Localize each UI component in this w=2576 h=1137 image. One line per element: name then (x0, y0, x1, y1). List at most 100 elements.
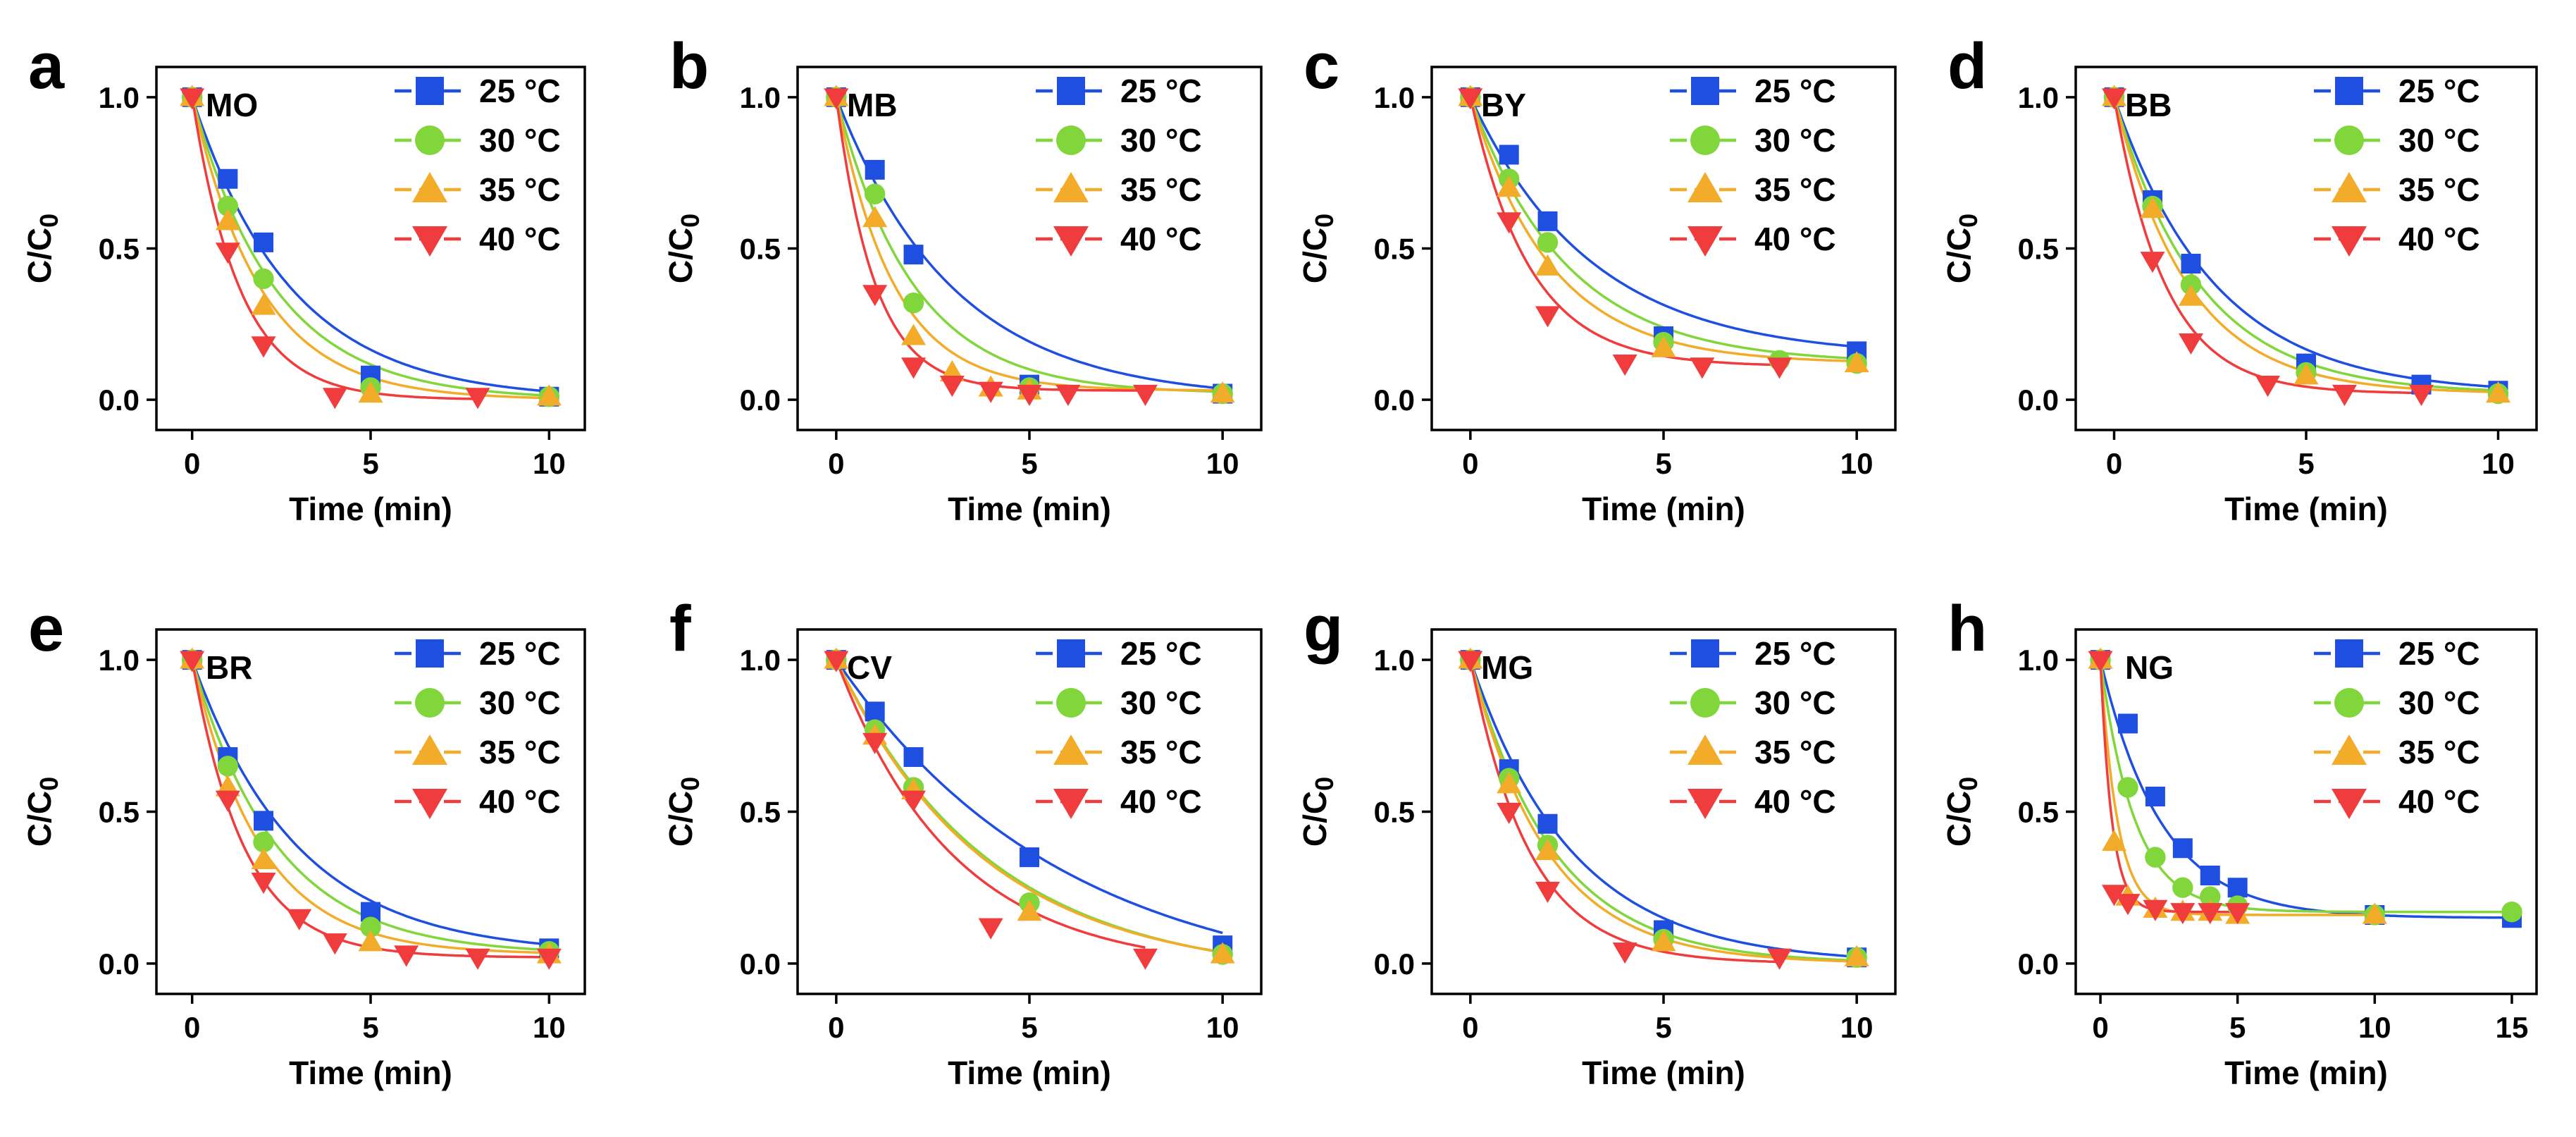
data-point (1499, 145, 1519, 165)
data-point (465, 388, 490, 410)
data-point (1458, 651, 1483, 672)
fit-line-25 (191, 97, 550, 393)
legend-label: 40 °C (2398, 783, 2480, 820)
legend-marker (1688, 226, 1723, 257)
legend-label: 35 °C (2398, 171, 2480, 208)
data-point (2115, 894, 2141, 916)
data-point (322, 933, 347, 955)
data-point (1497, 802, 1522, 824)
y-tick-label: 0.5 (1374, 796, 1415, 829)
legend-label: 25 °C (479, 635, 561, 672)
fit-line-40 (1469, 659, 1780, 964)
y-tick-label: 0.0 (99, 383, 140, 417)
dye-label: NG (2125, 649, 2174, 686)
x-axis-title: Time (min) (948, 491, 1111, 527)
y-tick-label: 0.5 (740, 233, 781, 266)
y-tick-label: 0.0 (2018, 947, 2059, 981)
data-point (2501, 901, 2522, 923)
data-point (824, 88, 849, 110)
data-point (2179, 284, 2203, 306)
panel-h: 0 5 10 15 0.0 0.5 1.0 Time (min) C/C0 h NG 25 °C 30 … (1940, 593, 2538, 1091)
data-point (251, 847, 276, 870)
data-point (1497, 772, 1522, 794)
data-point (903, 245, 924, 265)
dye-label: BR (206, 649, 252, 686)
data-point (536, 384, 562, 406)
data-point (358, 930, 383, 952)
legend: 25 °C 30 °C 35 °C 40 °C (395, 635, 561, 820)
legend-label: 40 °C (1754, 221, 1836, 257)
x-tick-label: 0 (184, 447, 200, 480)
fit-line-30 (2099, 659, 2512, 914)
legend-marker (1688, 735, 1723, 765)
legend-label: 30 °C (479, 122, 561, 159)
y-tick-label: 0.0 (1374, 947, 1415, 981)
data-point (253, 268, 274, 290)
y-axis-title: C/C0 (1296, 214, 1339, 283)
data-point (1210, 942, 1235, 964)
data-point (1535, 306, 1560, 328)
y-tick-label: 0.5 (99, 796, 140, 829)
y-axis-title: C/C0 (21, 777, 63, 847)
data-point (1537, 813, 1558, 834)
data-point (865, 159, 885, 180)
data-point (2362, 902, 2387, 924)
panel-letter: c (1304, 30, 1339, 102)
legend-label: 35 °C (1120, 734, 1202, 770)
data-point (180, 651, 205, 672)
fit-line-40 (190, 97, 478, 400)
data-point (1844, 945, 1869, 966)
legend-marker (2332, 789, 2367, 819)
y-axis-title: C/C0 (21, 214, 63, 283)
data-point (215, 790, 240, 812)
fit-line-35 (835, 659, 1223, 954)
data-point (978, 381, 1003, 403)
x-axis-title: Time (min) (289, 1055, 452, 1091)
y-axis-title: C/C0 (1940, 214, 1983, 283)
legend-marker (416, 77, 444, 105)
data-point (2117, 713, 2138, 734)
data-point (394, 945, 419, 967)
data-point (215, 242, 240, 264)
data-point (2140, 197, 2165, 219)
legend-marker (415, 688, 445, 718)
x-tick-label: 0 (184, 1011, 200, 1044)
data-point (901, 324, 926, 345)
x-tick-label: 0 (2106, 447, 2122, 480)
legend-marker (1691, 77, 1719, 105)
data-point (2102, 885, 2126, 906)
y-axis-title: C/C0 (662, 777, 705, 847)
legend-marker (1053, 226, 1089, 257)
data-point (2409, 384, 2434, 406)
legend-label: 25 °C (1120, 73, 1202, 109)
data-point (251, 872, 276, 895)
x-tick-label: 5 (1021, 447, 1037, 480)
legend-label: 40 °C (1120, 783, 1202, 820)
legend-label: 30 °C (1120, 122, 1202, 159)
data-point (1537, 232, 1559, 253)
series-35 (180, 85, 562, 406)
data-point (358, 381, 383, 403)
legend-marker (1688, 172, 1723, 202)
legend-marker (1053, 735, 1089, 765)
series-40 (824, 88, 1158, 406)
y-tick-label: 0.0 (2018, 383, 2059, 417)
y-tick-label: 0.5 (1374, 233, 1415, 266)
data-point (253, 831, 274, 853)
legend: 25 °C 30 °C 35 °C 40 °C (2314, 73, 2480, 257)
y-tick-label: 1.0 (1374, 644, 1415, 677)
data-point (1690, 357, 1715, 379)
data-point (2172, 877, 2193, 898)
legend-label: 35 °C (1754, 171, 1836, 208)
data-point (2117, 777, 2138, 798)
series-35 (1458, 647, 1869, 966)
fit-line-25 (191, 659, 550, 946)
panel-c: 0 5 10 0.0 0.5 1.0 Time (min) C/C0 c BY 25 °C 30 °C… (1296, 30, 1897, 527)
legend-marker (1688, 789, 1723, 819)
dye-label: MG (1481, 649, 1533, 686)
panel-e: 0 5 10 0.0 0.5 1.0 Time (min) C/C0 e BR 25 °C 30 °C… (21, 593, 586, 1091)
data-point (2179, 333, 2203, 355)
panel-letter: b (669, 30, 709, 102)
y-tick-label: 0.0 (740, 947, 781, 981)
